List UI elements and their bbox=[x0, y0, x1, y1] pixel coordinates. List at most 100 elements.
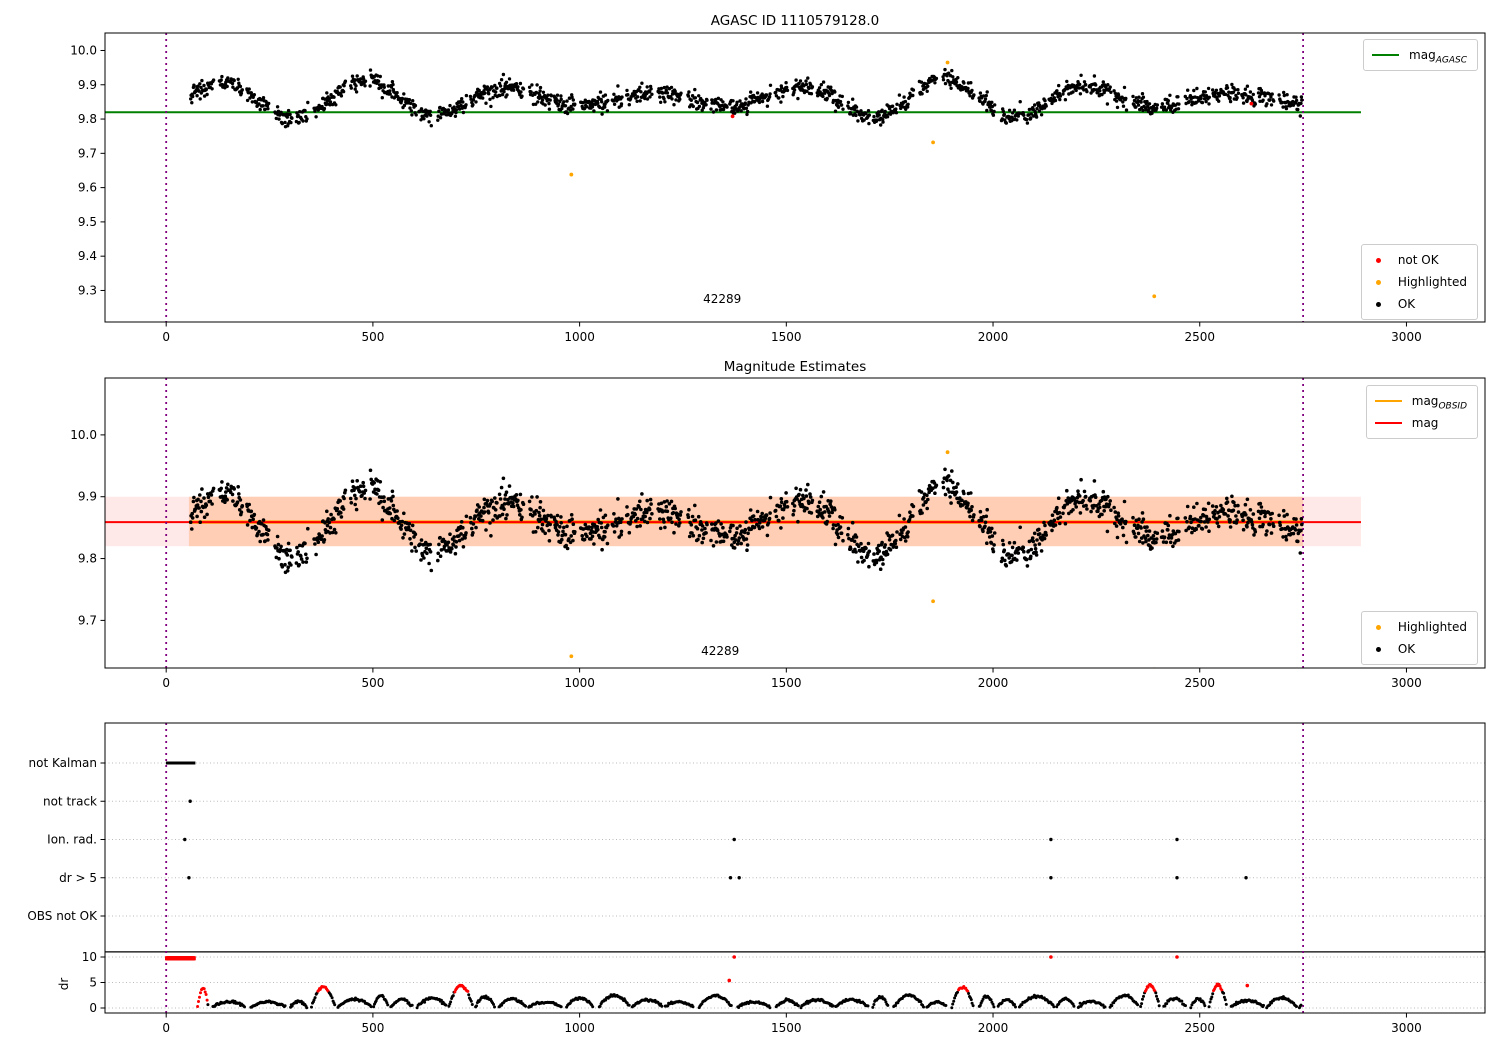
top-scatter-group bbox=[189, 60, 1304, 299]
ok-point bbox=[1144, 539, 1148, 544]
ok-point bbox=[338, 85, 342, 89]
ok-point bbox=[671, 92, 676, 96]
ok-point bbox=[748, 508, 753, 512]
ok-point bbox=[210, 502, 214, 506]
ok-point bbox=[1240, 514, 1245, 518]
ok-point bbox=[777, 518, 781, 523]
ok-point bbox=[856, 119, 860, 123]
ok-point bbox=[970, 518, 975, 523]
ok-point bbox=[1168, 93, 1172, 98]
ok-point bbox=[1143, 536, 1148, 540]
ok-point bbox=[237, 492, 241, 496]
ok-point bbox=[598, 90, 603, 94]
ok-point bbox=[634, 507, 639, 511]
ok-point bbox=[320, 534, 324, 538]
ok-point bbox=[196, 84, 200, 88]
ok-point bbox=[1248, 90, 1253, 94]
ok-point bbox=[1141, 541, 1145, 545]
ok-point bbox=[1101, 80, 1106, 84]
ok-point bbox=[363, 496, 367, 501]
ok-point bbox=[805, 89, 809, 94]
ok-point bbox=[948, 495, 952, 499]
ok-point bbox=[1056, 496, 1061, 501]
ok-point bbox=[535, 495, 539, 499]
ok-point bbox=[891, 545, 896, 549]
ok-point bbox=[851, 97, 855, 101]
ok-point bbox=[833, 109, 838, 113]
ok-point bbox=[1197, 523, 1201, 528]
ok-point bbox=[535, 83, 539, 87]
dr-gt5-point bbox=[1049, 876, 1053, 880]
ok-point bbox=[376, 488, 381, 493]
ok-point bbox=[199, 499, 203, 504]
ok-point bbox=[402, 511, 406, 516]
ok-point bbox=[883, 543, 887, 547]
category-label: not Kalman bbox=[29, 756, 97, 770]
ok-point bbox=[240, 504, 245, 508]
ok-point bbox=[279, 544, 283, 549]
ok-point bbox=[361, 480, 366, 485]
ok-point bbox=[488, 521, 492, 525]
ok-point bbox=[413, 103, 418, 108]
dr-trace-point bbox=[313, 996, 317, 1000]
ok-point bbox=[540, 522, 545, 527]
ok-point bbox=[1199, 96, 1203, 101]
ok-point bbox=[1261, 98, 1265, 102]
dr-gt5-point bbox=[187, 876, 191, 880]
ok-point bbox=[711, 110, 716, 114]
dr-trace-point bbox=[1156, 999, 1160, 1003]
ok-point bbox=[1132, 523, 1137, 527]
ok-point bbox=[1017, 111, 1022, 116]
ok-point bbox=[734, 107, 738, 111]
ok-point bbox=[339, 515, 344, 519]
ok-point bbox=[897, 513, 902, 518]
ok-point bbox=[908, 510, 912, 514]
ok-point bbox=[946, 487, 950, 492]
ok-point bbox=[502, 502, 507, 506]
ok-point bbox=[1245, 497, 1250, 502]
ok-point bbox=[461, 525, 465, 530]
ok-point bbox=[704, 103, 708, 107]
ok-point bbox=[947, 71, 951, 75]
ok-point bbox=[410, 113, 414, 117]
ok-point bbox=[1139, 536, 1144, 540]
category-label: OBS not OK bbox=[27, 909, 98, 923]
ok-point bbox=[895, 530, 899, 534]
dr-trace-point bbox=[1299, 1003, 1303, 1007]
ok-point bbox=[559, 94, 563, 98]
ok-point bbox=[1106, 494, 1110, 499]
ok-point bbox=[211, 78, 216, 82]
ok-point bbox=[926, 84, 930, 89]
ok-point bbox=[296, 113, 300, 118]
y-tick-label: 9.3 bbox=[78, 283, 97, 297]
ok-point bbox=[802, 496, 806, 501]
ok-point bbox=[220, 74, 224, 79]
dr-trace-point bbox=[1155, 994, 1158, 998]
ok-point bbox=[275, 105, 280, 109]
ok-point bbox=[1022, 113, 1026, 118]
ok-point bbox=[1027, 113, 1031, 117]
ok-point bbox=[322, 106, 327, 111]
ok-point bbox=[806, 482, 810, 487]
ok-point bbox=[419, 538, 424, 542]
ok-point bbox=[411, 99, 415, 103]
ok-point bbox=[1118, 522, 1123, 526]
ok-point bbox=[1202, 520, 1207, 524]
ok-point bbox=[979, 518, 984, 523]
ok-point bbox=[649, 502, 653, 506]
dr-trace-point bbox=[866, 1004, 870, 1008]
ok-point bbox=[424, 546, 429, 550]
ok-point bbox=[859, 555, 864, 560]
ok-point bbox=[797, 499, 802, 504]
ok-point bbox=[477, 88, 481, 93]
ok-point bbox=[280, 121, 284, 126]
ok-point bbox=[1141, 108, 1145, 113]
ok-point bbox=[960, 498, 964, 503]
ok-point bbox=[485, 85, 490, 89]
ok-point bbox=[280, 565, 285, 569]
ok-point bbox=[753, 95, 757, 100]
ok-point bbox=[686, 515, 691, 519]
ok-point bbox=[1041, 533, 1046, 538]
ok-point bbox=[618, 520, 623, 524]
ok-point bbox=[555, 522, 559, 527]
